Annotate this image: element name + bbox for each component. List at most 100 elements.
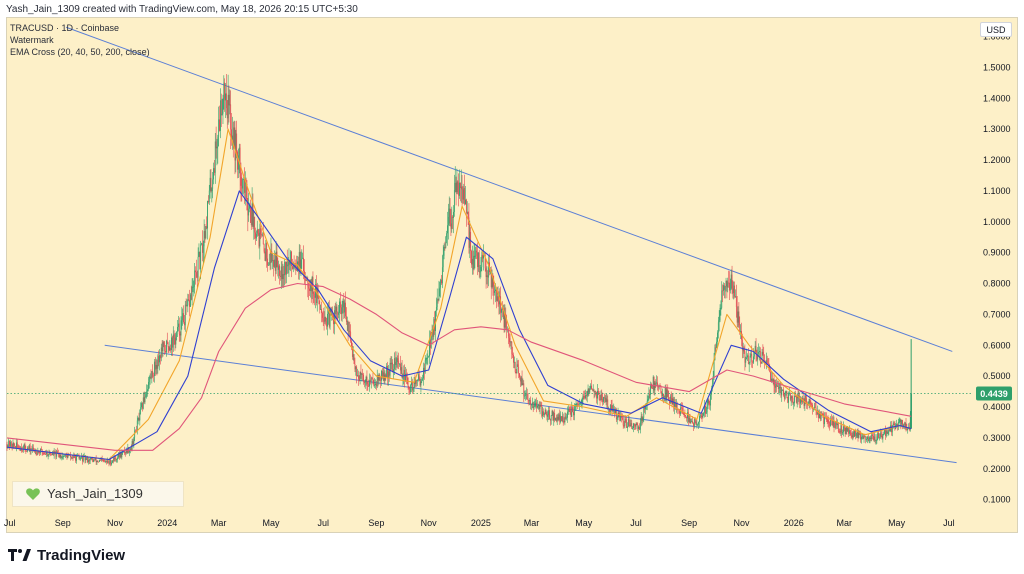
candle-body — [453, 211, 454, 218]
series-ema-40 — [6, 190, 912, 461]
candle-body — [398, 360, 400, 364]
candle-body — [563, 421, 565, 423]
candle-body — [116, 459, 118, 461]
candle-body — [601, 394, 603, 399]
candle-body — [78, 455, 80, 459]
candle-body — [552, 411, 554, 421]
candle-body — [532, 402, 534, 408]
candle-body — [6, 444, 8, 448]
candle-body — [32, 447, 34, 450]
candle-body — [884, 430, 885, 434]
candle-body — [571, 407, 573, 417]
candle-body — [885, 430, 887, 436]
candle-body — [201, 243, 203, 253]
candle-body — [81, 456, 82, 458]
candle-body — [150, 376, 152, 378]
candle-body — [889, 429, 891, 432]
candle-body — [70, 456, 72, 458]
candle-body — [166, 340, 167, 353]
candle-body — [460, 186, 462, 188]
candle-body — [452, 216, 454, 218]
candle-body — [358, 378, 360, 382]
candle-body — [208, 190, 210, 203]
candle-body — [152, 371, 154, 376]
candle-body — [106, 460, 108, 463]
candle-body — [133, 437, 135, 445]
candle-body — [85, 458, 87, 461]
candle-body — [66, 455, 68, 459]
candle-body — [686, 417, 688, 419]
candle-body — [572, 407, 574, 412]
candle-body — [219, 100, 221, 131]
candle-body — [214, 141, 216, 173]
candle-body — [692, 421, 694, 424]
candle-body — [606, 399, 608, 402]
candle-body — [279, 275, 281, 277]
candle-body — [279, 265, 280, 276]
candle-body — [512, 354, 514, 355]
candle-body — [760, 361, 762, 364]
candle-body — [795, 396, 797, 403]
candle-body — [547, 414, 549, 417]
candle-body — [579, 403, 581, 404]
candle-body — [231, 129, 232, 140]
currency-button[interactable]: USD — [980, 22, 1012, 37]
candle-body — [84, 455, 86, 461]
y-tick-label: 0.5000 — [983, 371, 1011, 381]
candle-body — [899, 419, 901, 423]
candle-body — [82, 455, 84, 462]
candle-body — [325, 316, 327, 321]
candle-body — [771, 378, 773, 382]
candle-body — [903, 424, 905, 426]
candle-body — [813, 408, 814, 410]
candle-body — [627, 418, 629, 427]
candle-body — [391, 362, 393, 365]
candle-body — [703, 412, 705, 414]
candle-body — [416, 380, 418, 382]
candle-body — [98, 461, 100, 463]
candle-body — [447, 216, 449, 226]
candle-body — [369, 380, 370, 387]
candle-body — [366, 376, 368, 384]
candle-body — [770, 371, 772, 381]
candle-body — [771, 378, 772, 381]
time-axis: Jul Sep Nov 2024 Mar May Jul Sep Nov 2025 Mar May Ju… — [4, 518, 955, 528]
candle-body — [68, 455, 70, 457]
candle-body — [88, 459, 90, 462]
candle-body — [615, 409, 616, 414]
candle-body — [405, 373, 406, 382]
candle-body — [693, 423, 694, 426]
chart-frame[interactable] — [6, 17, 1018, 533]
candle-body — [355, 366, 357, 370]
candle-body — [130, 448, 131, 451]
candle-body — [252, 203, 254, 227]
candle-body — [429, 339, 430, 357]
candle-body — [812, 405, 813, 409]
candle-body — [810, 403, 812, 405]
candle-body — [285, 262, 286, 275]
candle-body — [22, 446, 24, 451]
candle-body — [322, 317, 324, 321]
candle-body — [248, 208, 250, 216]
candle-body — [554, 413, 556, 421]
candle-body — [724, 286, 726, 290]
candle-body — [423, 367, 424, 379]
candle-body — [847, 428, 849, 432]
candle-body — [286, 261, 288, 267]
tradingview-brand[interactable]: TradingView — [8, 545, 125, 565]
candle-body — [674, 402, 676, 409]
candle-body — [569, 410, 571, 412]
candle-body — [93, 459, 94, 462]
x-tick-label: May — [888, 518, 906, 528]
candle-body — [345, 302, 346, 317]
candle-body — [105, 460, 106, 462]
candle-body — [832, 420, 834, 425]
candle-body — [602, 398, 604, 402]
candle-body — [231, 135, 233, 140]
candle-body — [750, 353, 752, 356]
candle-body — [477, 252, 478, 267]
candle-body — [814, 406, 816, 408]
candle-body — [864, 436, 866, 438]
candle-body — [584, 396, 586, 399]
